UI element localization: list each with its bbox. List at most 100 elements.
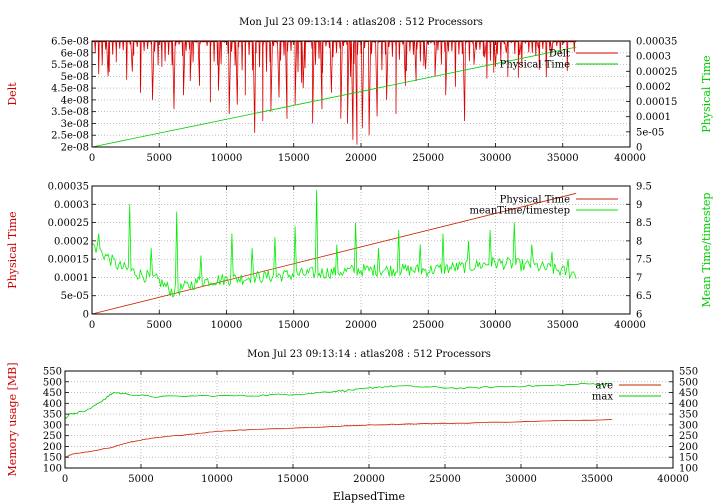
y-tick-label: 2.5e-08 — [51, 131, 89, 142]
y-tick-label: 0.00035 — [48, 182, 89, 193]
y2-tick-label: 0.0003 — [636, 52, 671, 63]
series-group — [65, 382, 613, 458]
y-axis-label: Memory usage [MB] — [6, 362, 19, 476]
y-tick-label: 450 — [43, 388, 62, 399]
y2-tick-label: 7.5 — [636, 255, 652, 266]
series-group — [92, 189, 577, 314]
y-tick-label: 0 — [83, 310, 89, 321]
x-tick-label: 5000 — [147, 320, 172, 331]
y-tick-label: 6.5e-08 — [51, 37, 89, 48]
y-tick-label: 500 — [43, 377, 62, 388]
x-tick-label: 40000 — [614, 153, 646, 164]
y-tick-label: 300 — [43, 420, 62, 431]
y-axis-label: Delt — [6, 82, 19, 106]
y-tick-label: 150 — [43, 453, 62, 464]
y-tick-label: 350 — [43, 410, 62, 421]
y2-tick-label: 7 — [636, 273, 642, 284]
series-line-delt — [92, 41, 577, 145]
y-tick-label: 5.5e-08 — [51, 60, 89, 71]
y-tick-label: 100 — [43, 464, 62, 475]
x-tick-label: 10000 — [211, 153, 243, 164]
y2-tick-label: 0 — [636, 143, 642, 154]
y-tick-label: 5e-08 — [61, 72, 89, 83]
y2-tick-label: 500 — [679, 377, 698, 388]
y-tick-label: 0.00015 — [48, 255, 89, 266]
y-tick-label: 0.0002 — [54, 236, 89, 247]
y2-tick-label: 250 — [679, 431, 698, 442]
y-tick-label: 0.0003 — [54, 200, 89, 211]
x-tick-label: 0 — [89, 153, 95, 164]
x-tick-label: 30000 — [505, 474, 537, 485]
x-tick-label: 35000 — [547, 320, 579, 331]
y-axis-label: Physical Time — [6, 211, 19, 288]
y2-tick-label: 450 — [679, 388, 698, 399]
y2-tick-label: 0.00015 — [636, 97, 677, 108]
x-tick-label: 30000 — [480, 153, 512, 164]
y2-tick-label: 0.00035 — [636, 37, 677, 48]
chart-title: Mon Jul 23 09:13:14 : atlas208 : 512 Pro… — [239, 17, 483, 28]
x-tick-label: 30000 — [480, 320, 512, 331]
y2-tick-label: 6.5 — [636, 291, 652, 302]
series-line-max — [65, 382, 613, 420]
x-tick-label: 15000 — [278, 153, 310, 164]
y2-tick-label: 100 — [679, 464, 698, 475]
y-tick-label: 3e-08 — [61, 119, 89, 130]
x-tick-label: 0 — [62, 474, 68, 485]
x-tick-label: 40000 — [657, 474, 689, 485]
y2-tick-label: 0.00025 — [636, 67, 677, 78]
x-tick-label: 20000 — [345, 320, 377, 331]
y2-tick-label: 9.5 — [636, 182, 652, 193]
legend-label: Physical Time — [500, 60, 570, 71]
x-tick-label: 5000 — [147, 153, 172, 164]
x-tick-label: 10000 — [201, 474, 233, 485]
y2-tick-label: 6 — [636, 310, 642, 321]
y-tick-label: 250 — [43, 431, 62, 442]
x-tick-label: 25000 — [412, 153, 444, 164]
y2-tick-label: 200 — [679, 442, 698, 453]
y-tick-label: 0.00025 — [48, 218, 89, 229]
legend-label: Delt — [549, 49, 570, 60]
y2-tick-label: 150 — [679, 453, 698, 464]
y-tick-label: 6e-08 — [61, 48, 89, 59]
x-tick-label: 0 — [89, 320, 95, 331]
y2-tick-label: 9 — [636, 200, 642, 211]
y2-axis-label: Mean Time/timestep — [700, 193, 713, 308]
y2-tick-label: 550 — [679, 367, 698, 378]
x-tick-label: 15000 — [278, 320, 310, 331]
series-line-meantime-timestep — [92, 189, 577, 298]
chart-title: Mon Jul 23 09:13:14 : atlas208 : 512 Pro… — [247, 349, 491, 360]
x-tick-label: 15000 — [277, 474, 309, 485]
x-tick-label: 40000 — [614, 320, 646, 331]
legend-label: ave — [595, 381, 613, 392]
series-line-physical-time — [92, 192, 577, 314]
y-tick-label: 400 — [43, 399, 62, 410]
y2-tick-label: 0.0002 — [636, 82, 671, 93]
x-tick-label: 10000 — [211, 320, 243, 331]
series-line-physical-time — [92, 46, 577, 147]
legend-label: max — [592, 392, 613, 403]
y-tick-label: 200 — [43, 442, 62, 453]
x-tick-label: 20000 — [353, 474, 385, 485]
y2-tick-label: 350 — [679, 410, 698, 421]
series-line-ave — [65, 419, 613, 458]
y-tick-label: 3.5e-08 — [51, 107, 89, 118]
x-tick-label: 25000 — [429, 474, 461, 485]
x-axis-label: ElapsedTime — [333, 490, 405, 503]
x-tick-label: 5000 — [128, 474, 153, 485]
y2-tick-label: 5e-05 — [636, 127, 664, 138]
legend-label: meanTime/timestep — [469, 206, 570, 217]
y-tick-label: 4.5e-08 — [51, 84, 89, 95]
y2-tick-label: 0.0001 — [636, 112, 671, 123]
series-group — [92, 41, 577, 147]
y-tick-label: 5e-05 — [61, 291, 89, 302]
y-tick-label: 0.0001 — [54, 273, 89, 284]
y2-tick-label: 8 — [636, 236, 642, 247]
y-tick-label: 2e-08 — [61, 143, 89, 154]
y2-tick-label: 8.5 — [636, 218, 652, 229]
x-tick-label: 35000 — [547, 153, 579, 164]
x-tick-label: 35000 — [581, 474, 613, 485]
y-tick-label: 550 — [43, 367, 62, 378]
y2-axis-label: Physical Time — [700, 55, 713, 132]
y2-tick-label: 400 — [679, 399, 698, 410]
